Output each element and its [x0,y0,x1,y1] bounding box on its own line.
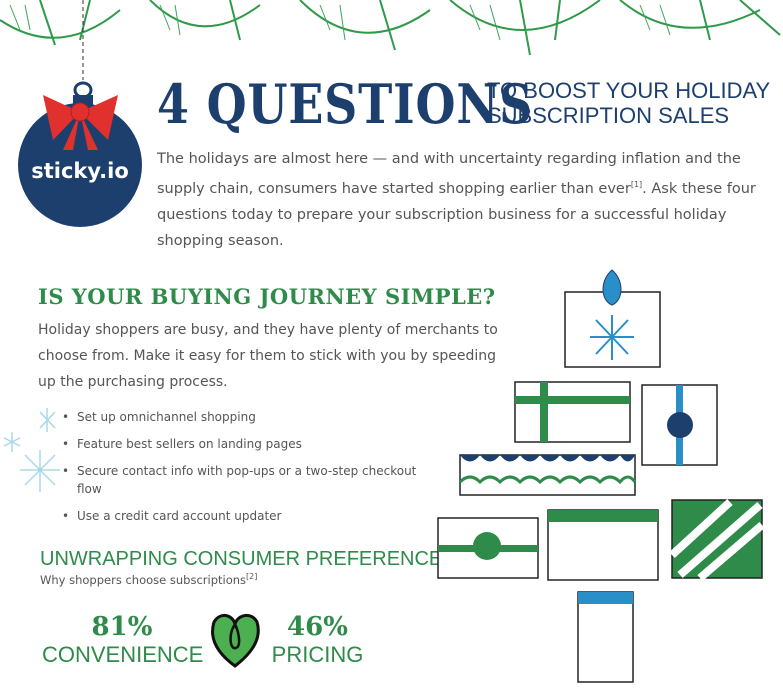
gift-box [459,454,636,496]
bullet-item: Feature best sellers on landing pages [62,435,422,453]
gift-box [577,591,634,683]
question-1-bullets: Set up omnichannel shopping Feature best… [62,408,422,534]
stat-label: CONVENIENCE [42,642,204,667]
stat-label: PRICING [271,642,364,667]
preferences-subheading-text: Why shoppers choose subscriptions [40,572,247,587]
snowflake-icons [3,408,60,492]
stat-convenience: 81% CONVENIENCE [42,612,204,668]
stat-percent: 46% [287,612,348,642]
question-1-heading: IS YOUR BUYING JOURNEY SIMPLE? [38,284,496,309]
gift-box [514,381,631,443]
intro-closing: Ask these four questions today to prepar… [157,180,756,249]
title-subtitle: TO BOOST YOUR HOLIDAY SUBSCRIPTION SALES [487,78,770,128]
intro-text: The holidays are almost here — and with … [157,151,741,197]
heart-icon [211,614,260,668]
sticky-io-ornament-logo: sticky.io [18,0,142,227]
gift-tree-illustration [437,269,765,683]
question-1-body: Holiday shoppers are busy, and they have… [38,322,498,390]
bullet-item: Secure contact info with pop-ups or a tw… [62,462,422,498]
bullet-item: Use a credit card account updater [62,507,422,525]
intro-paragraph: The holidays are almost here — and with … [157,146,777,254]
title-four-questions: 4 QUESTIONS [157,72,534,136]
preferences-subheading: Why shoppers choose subscriptions[2] [40,572,257,587]
logo-text: sticky.io [31,159,129,183]
footnote-2: [2] [246,572,258,581]
pine-garland-decoration [0,0,781,56]
stat-percent: 81% [91,612,153,642]
bullet-item: Set up omnichannel shopping [62,408,422,426]
title-line-2: SUBSCRIPTION SALES [487,103,730,128]
intro-period: . [642,180,647,197]
stat-pricing: 46% PRICING [270,612,365,668]
title-line-1: TO BOOST YOUR HOLIDAY [487,78,771,103]
footnote-1: [1] [630,180,643,189]
preferences-heading: UNWRAPPING CONSUMER PREFERENCES: [40,548,462,570]
